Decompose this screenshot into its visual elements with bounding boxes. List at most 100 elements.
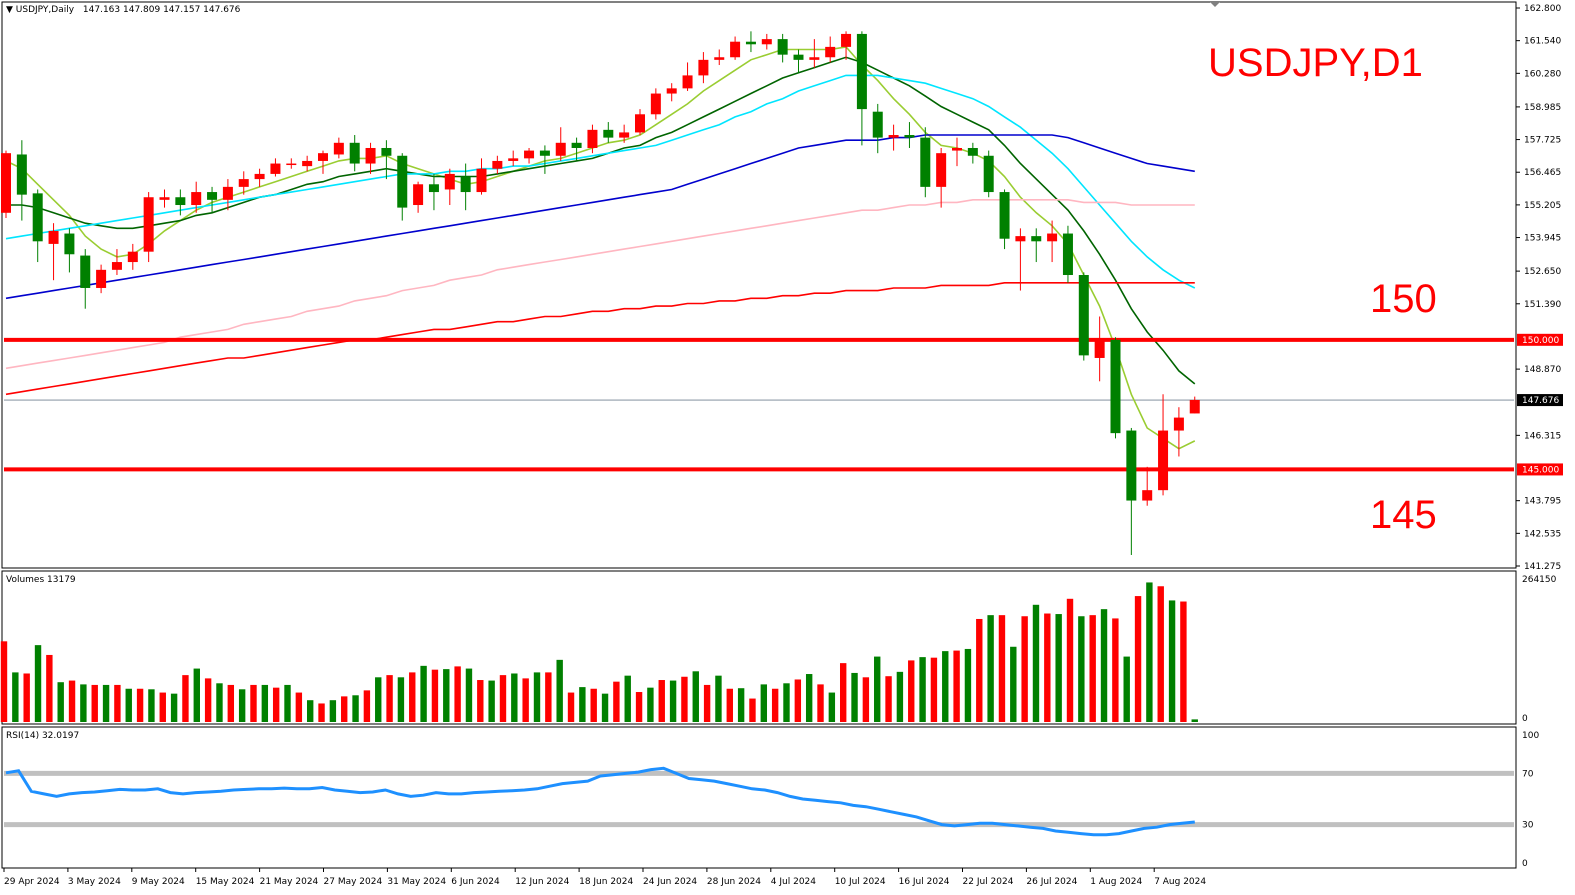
candle-body	[936, 153, 947, 187]
volume-bar	[454, 666, 461, 722]
date-tick-label: 7 Aug 2024	[1154, 877, 1206, 887]
rsi-panel[interactable]: RSI(14) 32.0197 100 70 30 0	[1, 726, 1539, 869]
volume-bars	[0, 582, 1198, 722]
volume-bar	[669, 680, 677, 722]
rsi-panel-frame	[1, 726, 1517, 869]
ma-red-line	[5, 281, 1195, 396]
price-tick-label: 156.465	[1524, 168, 1561, 178]
rsi-tick-label: 30	[1522, 821, 1534, 831]
volume-bar	[556, 659, 563, 722]
candle-body	[302, 160, 313, 167]
volume-label: Volumes 13179	[6, 575, 76, 585]
price-panel-frame	[1, 1, 1517, 569]
volume-bar	[227, 684, 235, 722]
candle-body	[619, 132, 630, 138]
volume-bar	[23, 673, 30, 722]
volume-bar	[635, 692, 643, 722]
volume-bar	[703, 684, 711, 722]
volume-bar	[1123, 656, 1130, 722]
candle-body	[191, 192, 202, 206]
ohlc-values: 147.163 147.809 147.157 147.676	[83, 5, 241, 15]
candlesticks	[1, 31, 1200, 555]
volume-bar	[114, 684, 121, 722]
volume-panel[interactable]: Volumes 13179 264150 0	[0, 570, 1557, 725]
volume-bar	[12, 672, 19, 722]
volume-bar	[1134, 596, 1142, 722]
volume-bar	[987, 615, 994, 722]
candle-body	[777, 39, 788, 55]
candle-body	[1, 153, 11, 213]
candle-body	[1062, 233, 1073, 276]
candle-body	[841, 33, 852, 47]
date-tick-label: 21 May 2024	[260, 877, 319, 887]
volume-bar	[68, 680, 76, 722]
candle-body	[666, 88, 677, 94]
price-tick-label: 157.725	[1524, 136, 1561, 146]
candle-body	[952, 147, 962, 151]
candle-body	[444, 173, 455, 190]
volume-bar	[250, 684, 257, 722]
volume-bar	[771, 688, 779, 722]
volume-bar	[182, 675, 189, 722]
candle-body	[1078, 275, 1089, 356]
candle-body	[365, 147, 376, 164]
volume-bar	[306, 700, 314, 722]
candle-body	[238, 179, 249, 187]
candle-body	[207, 192, 218, 200]
candle-body	[492, 160, 503, 169]
candle-body	[333, 142, 344, 155]
volume-bar	[851, 672, 858, 722]
volume-bar	[352, 695, 359, 722]
symbol-header-arrow-icon: ▼	[6, 5, 13, 15]
horizontal-levels[interactable]	[4, 337, 1514, 472]
price-tick-label: 161.540	[1524, 37, 1561, 47]
candle-body	[1126, 430, 1137, 501]
volume-max-label: 264150	[1522, 575, 1557, 585]
volume-bar	[908, 660, 915, 722]
volume-bar	[1021, 616, 1028, 722]
volume-bar	[1066, 598, 1074, 722]
ma-blue-line	[5, 134, 1195, 300]
candle-body	[714, 57, 725, 60]
volume-bar	[284, 684, 291, 722]
volume-bar	[1191, 719, 1198, 722]
volume-bar	[726, 688, 733, 722]
candle-body	[413, 184, 424, 206]
current-price-tag-label: 147.676	[1522, 396, 1559, 406]
candle-body	[698, 59, 709, 76]
candle-body	[587, 129, 598, 148]
date-tick-label: 12 Jun 2024	[515, 877, 569, 887]
candle-body	[1158, 430, 1169, 491]
date-axis: 29 Apr 2024 3 May 2024 9 May 2024 15 May 20…	[3, 868, 1206, 887]
volume-bar	[159, 692, 166, 722]
volume-bar	[839, 663, 847, 722]
price-axis: 162.800 161.540 160.280 158.985 157.725 156.4…	[1516, 4, 1563, 572]
level-150-label: 150	[1370, 277, 1437, 321]
volume-bar	[647, 687, 654, 722]
candle-body	[635, 114, 645, 133]
price-panel[interactable]: 162.800 161.540 160.280 158.985 157.725 156.4…	[1, 1, 1563, 572]
volume-bar	[80, 684, 87, 722]
volume-bar	[148, 689, 155, 722]
candle-body	[856, 33, 867, 110]
candle-body	[381, 147, 392, 156]
candle-body	[1110, 339, 1121, 434]
volume-bar	[216, 683, 223, 722]
volume-bar	[1146, 582, 1153, 722]
volume-bar	[499, 675, 507, 722]
date-tick-label: 31 May 2024	[387, 877, 446, 887]
volume-min-label: 0	[1522, 714, 1528, 724]
volume-bar	[375, 677, 382, 722]
shift-marker-icon[interactable]	[1210, 2, 1220, 7]
volume-bar	[125, 688, 132, 722]
volume-bar	[805, 674, 813, 722]
volume-bar	[590, 688, 597, 722]
volume-bar	[1010, 646, 1017, 722]
volume-bar	[533, 672, 541, 722]
rsi-tick-label: 100	[1522, 731, 1539, 741]
rsi-line	[5, 766, 1195, 837]
candle-body	[825, 46, 836, 58]
candle-body	[1031, 236, 1042, 242]
volume-bar	[896, 671, 904, 722]
